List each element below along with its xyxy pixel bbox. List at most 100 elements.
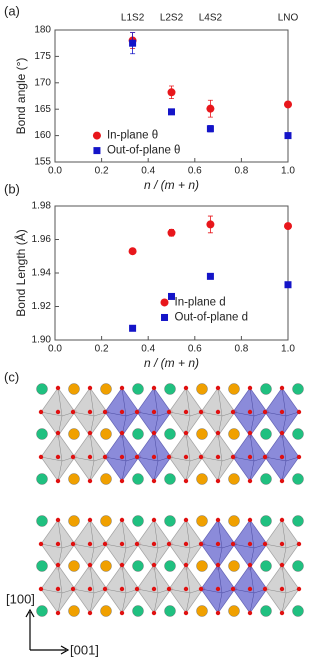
direction-label: [001] — [70, 642, 99, 657]
oxygen — [279, 541, 285, 547]
oxygen — [119, 610, 125, 616]
x-tick-label: 0.6 — [188, 344, 202, 355]
oxygen — [55, 478, 61, 484]
a-site — [228, 428, 240, 440]
a-site — [196, 515, 208, 527]
a-site — [292, 605, 304, 617]
oxygen — [183, 517, 189, 523]
oxygen — [247, 562, 253, 568]
oxygen — [151, 541, 157, 547]
legend-marker — [160, 298, 169, 307]
octahedron-edge — [200, 519, 236, 569]
oxygen — [296, 454, 302, 460]
octahedron-edge — [232, 519, 268, 569]
oxygen — [279, 586, 285, 592]
top-label: L2S2 — [160, 13, 184, 24]
legend-marker — [92, 131, 101, 140]
oxygen — [55, 409, 61, 415]
y-axis-label: Bond angle (°) — [14, 58, 28, 135]
octahedron-edge — [40, 564, 76, 614]
oxygen — [198, 541, 204, 547]
oxygen — [215, 586, 221, 592]
x-tick-label: 0.8 — [234, 166, 248, 177]
oxygen — [247, 586, 253, 592]
point — [168, 292, 175, 300]
y-tick-label: 1.96 — [32, 234, 52, 245]
a-site — [68, 605, 80, 617]
oxygen — [38, 409, 44, 415]
a-site — [132, 560, 144, 572]
oxygen — [215, 478, 221, 484]
octahedron-edge — [200, 387, 236, 437]
point — [206, 272, 214, 280]
oxygen — [247, 610, 253, 616]
a-site — [36, 383, 48, 395]
a-site — [228, 515, 240, 527]
oxygen — [119, 586, 125, 592]
oxygen — [166, 454, 172, 460]
oxygen — [215, 541, 221, 547]
oxygen — [70, 541, 76, 547]
a-site — [196, 428, 208, 440]
oxygen — [134, 586, 140, 592]
oxygen — [279, 454, 285, 460]
oxygen — [55, 430, 61, 436]
oxygen — [119, 478, 125, 484]
oxygen — [183, 454, 189, 460]
octahedron-edge — [136, 387, 172, 437]
oxygen — [279, 478, 285, 484]
a-site — [68, 473, 80, 485]
legend-label: In-plane θ — [107, 130, 158, 142]
oxygen — [215, 409, 221, 415]
y-tick-label: 160 — [34, 130, 51, 141]
oxygen — [183, 430, 189, 436]
octahedron-edge — [72, 519, 108, 569]
oxygen — [55, 541, 61, 547]
y-tick-label: 1.98 — [32, 201, 52, 212]
a-site — [260, 605, 272, 617]
x-tick-label: 0.2 — [95, 344, 109, 355]
panel-label: (c) — [4, 369, 19, 384]
oxygen — [134, 454, 140, 460]
a-site — [292, 428, 304, 440]
a-site — [260, 515, 272, 527]
octahedron-edge — [72, 387, 108, 437]
direction-label: [100] — [6, 591, 35, 606]
oxygen — [55, 385, 61, 391]
y-tick-label: 170 — [34, 77, 51, 88]
a-site — [196, 605, 208, 617]
oxygen — [87, 586, 93, 592]
oxygen — [279, 562, 285, 568]
octahedron-edge — [72, 564, 108, 614]
oxygen — [87, 430, 93, 436]
oxygen — [296, 541, 302, 547]
arrow-head — [60, 645, 70, 655]
oxygen — [215, 517, 221, 523]
oxygen — [230, 586, 236, 592]
a-site — [68, 515, 80, 527]
x-tick-label: 0.0 — [48, 166, 62, 177]
point — [128, 247, 137, 256]
x-tick-label: 1.0 — [281, 344, 295, 355]
octahedron-edge — [136, 564, 172, 614]
oxygen — [119, 385, 125, 391]
oxygen — [183, 478, 189, 484]
octahedron-edge — [200, 564, 236, 614]
a-site — [196, 560, 208, 572]
oxygen — [151, 478, 157, 484]
octahedron-edge — [104, 387, 140, 437]
y-axis-label: Bond Length (Å) — [13, 229, 28, 316]
legend-marker — [161, 313, 169, 321]
octahedron-edge — [168, 387, 204, 437]
oxygen — [70, 409, 76, 415]
a-site — [68, 383, 80, 395]
oxygen — [215, 562, 221, 568]
oxygen — [119, 562, 125, 568]
top-label: LNO — [278, 13, 299, 24]
a-site — [36, 473, 48, 485]
oxygen — [151, 586, 157, 592]
a-site — [100, 428, 112, 440]
oxygen — [151, 454, 157, 460]
oxygen — [279, 610, 285, 616]
octahedron-edge — [264, 564, 300, 614]
